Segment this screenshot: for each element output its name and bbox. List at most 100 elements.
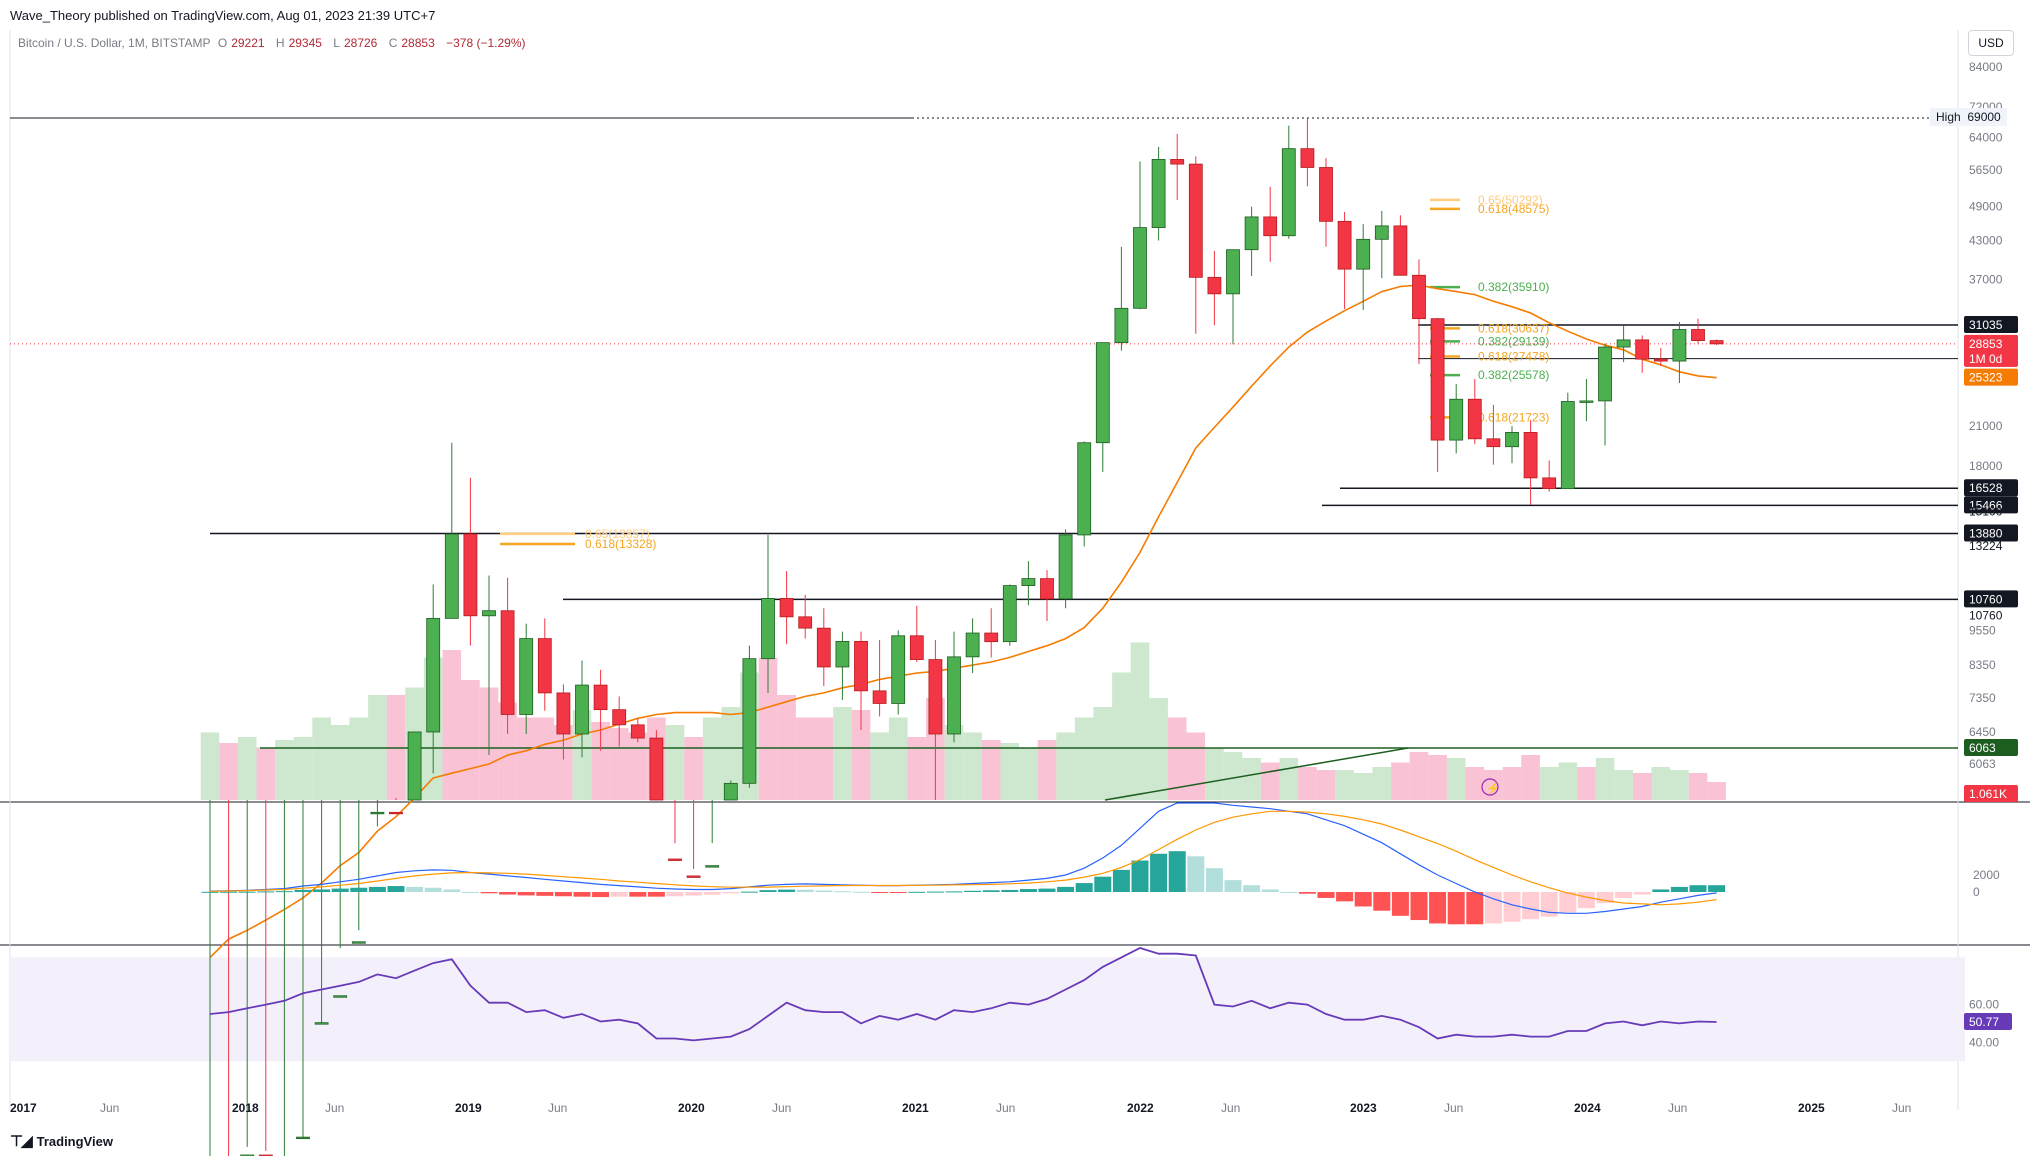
macd-histogram-bar <box>257 891 275 893</box>
price-tick: 15466 <box>1969 498 2003 512</box>
volume-bar <box>851 710 871 800</box>
candle-body <box>1430 318 1445 441</box>
macd-histogram-bar <box>1094 876 1112 892</box>
macd-histogram-bar <box>1168 851 1186 892</box>
candle-body <box>1356 238 1371 270</box>
candle-body <box>500 610 515 715</box>
candle-body <box>705 865 720 868</box>
macd-histogram-bar <box>1652 889 1670 892</box>
volume-bar <box>1391 762 1410 800</box>
time-tick: 2023 <box>1350 1101 1377 1115</box>
candle-body <box>1002 585 1017 643</box>
macd-histogram-bar <box>1689 885 1707 892</box>
candle-body <box>482 610 496 617</box>
candle-body <box>835 640 850 668</box>
volume-bar <box>609 728 629 800</box>
candle-body <box>1653 358 1668 362</box>
time-tick: 2024 <box>1574 1101 1601 1115</box>
macd-histogram-bar <box>703 892 721 895</box>
candle-body <box>333 995 348 998</box>
volume-bar <box>330 725 350 800</box>
price-tick: 7350 <box>1969 691 1996 705</box>
candle-body <box>1281 148 1296 237</box>
macd-histogram-bar <box>1670 886 1688 892</box>
tradingview-logo[interactable]: ⊤◢ TradingView <box>10 1132 113 1150</box>
volume-bar <box>293 737 313 800</box>
volume-bar <box>758 657 778 800</box>
volume-bar <box>665 725 685 800</box>
candle-body <box>668 858 682 861</box>
volume-bar <box>1167 717 1187 800</box>
price-tick: 13224 <box>1969 539 2003 553</box>
volume-bar <box>981 740 1001 800</box>
candle-body <box>1579 400 1594 403</box>
macd-histogram-bar <box>1429 892 1447 924</box>
fib-label: 0.618(27478) <box>1478 350 1549 364</box>
volume-bar <box>219 743 238 800</box>
time-tick: Jun <box>100 1101 119 1115</box>
time-tick: Jun <box>996 1101 1015 1115</box>
macd-histogram-bar <box>740 891 758 893</box>
volume-bar <box>591 722 610 800</box>
candle-body <box>1337 220 1352 270</box>
symbol-name: Bitcoin / U.S. Dollar, 1M, BITSTAMP <box>18 36 211 50</box>
macd-histogram-bar <box>815 890 833 892</box>
candle-body <box>1077 442 1092 536</box>
rsi-pane <box>209 947 1717 1042</box>
candle-body <box>1505 432 1519 448</box>
macd-histogram-bar <box>275 891 293 893</box>
candle-body <box>816 627 831 668</box>
candle-body <box>612 709 627 726</box>
fibonacci-levels: 0.65(50292)0.618(48575) 0.382(35910) 0.618… <box>500 193 1549 551</box>
candle-body <box>947 656 961 735</box>
macd-histogram-bar <box>1336 892 1354 902</box>
macd-histogram-bar <box>350 887 368 892</box>
candle-body <box>909 635 924 660</box>
macd-histogram-bar <box>1187 856 1205 892</box>
candle-body <box>1133 227 1147 309</box>
price-badge <box>1964 496 2018 514</box>
candle-body <box>519 638 534 715</box>
volume-bar <box>349 717 369 800</box>
volume-bar <box>1521 755 1540 800</box>
price-tick: 25323 <box>1969 371 2003 385</box>
volume-bar <box>1019 747 1038 800</box>
macd-histogram-bar <box>1615 892 1633 898</box>
macd-histogram-bar <box>536 892 554 896</box>
price-tick: 6063 <box>1969 741 1996 755</box>
candle-body <box>1170 159 1185 165</box>
candle-body <box>984 632 999 643</box>
candle-body <box>1040 578 1054 600</box>
candle-body <box>1486 438 1501 448</box>
volume-bar <box>1372 767 1392 800</box>
price-tick: 6450 <box>1969 725 1996 739</box>
macd-histogram-bar <box>647 892 665 897</box>
candle-body <box>314 1022 329 1025</box>
volume-bar <box>237 737 257 800</box>
fib-label: 0.382(25578) <box>1478 368 1549 382</box>
currency-button[interactable]: USD <box>1968 30 2014 56</box>
macd-histogram-bar <box>499 892 517 895</box>
macd-histogram-bar <box>1243 885 1261 892</box>
high-tag-value: 69000 <box>1967 110 2001 124</box>
candle-body <box>1672 329 1687 362</box>
macd-histogram-bar <box>1001 889 1019 892</box>
candle-body <box>649 737 664 801</box>
high-tag: High 69000 <box>1930 108 2007 126</box>
volume-bar <box>1651 767 1671 800</box>
volume-bar <box>1465 767 1485 800</box>
candle-body <box>426 617 441 733</box>
macd-histogram-bar <box>554 892 572 897</box>
candle-body <box>1151 159 1166 228</box>
volume-layer <box>200 642 1726 800</box>
macd-histogram-bar <box>313 889 331 892</box>
time-tick: 2025 <box>1798 1101 1825 1115</box>
macd-histogram-bar <box>1075 883 1093 892</box>
candle-body <box>575 684 589 735</box>
candle-body <box>723 782 738 801</box>
price-badge <box>1964 739 2018 756</box>
macd-pane <box>201 802 1726 925</box>
macd-histogram-bar <box>1038 888 1056 892</box>
time-tick: Jun <box>1444 1101 1463 1115</box>
